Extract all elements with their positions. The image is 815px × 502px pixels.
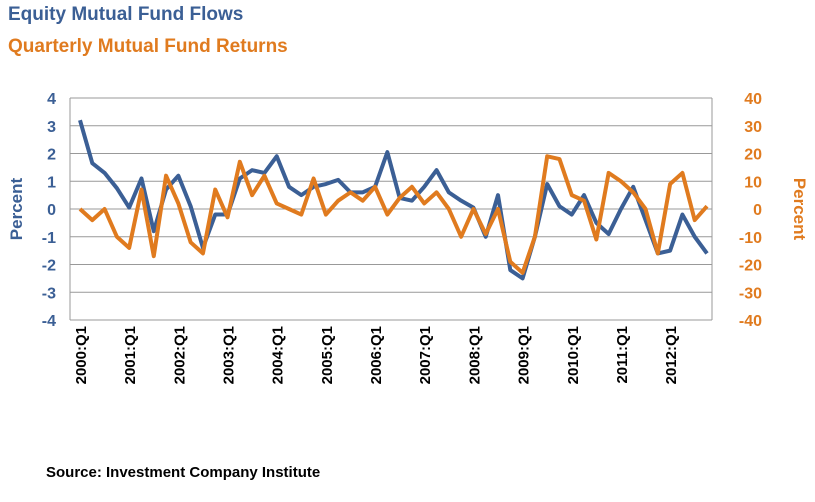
source-note: Source: Investment Company Institute bbox=[46, 464, 320, 481]
y-tick-label: -3 bbox=[42, 285, 56, 302]
chart-subtitle: Quarterly Mutual Fund Returns bbox=[8, 36, 288, 57]
y2-tick-label: -40 bbox=[739, 313, 762, 330]
y2-tick-label: 0 bbox=[753, 202, 762, 219]
x-tick-label: 2011:Q1 bbox=[614, 326, 631, 384]
y-tick-label: -4 bbox=[42, 313, 56, 330]
x-tick-label: 2009:Q1 bbox=[516, 326, 533, 384]
y2-tick-label: 40 bbox=[744, 91, 762, 108]
x-tick-label: 2001:Q1 bbox=[122, 326, 139, 384]
y-tick-label: 4 bbox=[47, 91, 56, 108]
y2-tick-label: 10 bbox=[744, 174, 762, 191]
y-tick-label: -2 bbox=[42, 258, 56, 275]
y-tick-label: 0 bbox=[47, 202, 56, 219]
y-axis-label: Percent bbox=[7, 177, 26, 240]
x-tick-label: 2005:Q1 bbox=[319, 326, 336, 384]
x-tick-label: 2002:Q1 bbox=[171, 326, 188, 384]
y-tick-label: 2 bbox=[47, 147, 56, 164]
y-tick-label: -1 bbox=[42, 230, 56, 247]
x-tick-label: 2007:Q1 bbox=[417, 326, 434, 384]
y-tick-label: 3 bbox=[47, 119, 56, 136]
x-tick-label: 2008:Q1 bbox=[466, 326, 483, 384]
y2-tick-label: -10 bbox=[739, 230, 762, 247]
y2-tick-label: -20 bbox=[739, 258, 762, 275]
x-tick-label: 2000:Q1 bbox=[73, 326, 90, 384]
x-tick-label: 2010:Q1 bbox=[565, 326, 582, 384]
y2-axis-label: Percent bbox=[790, 178, 809, 241]
data-line bbox=[78, 119, 709, 281]
data-line bbox=[78, 154, 709, 275]
chart-title: Equity Mutual Fund Flows bbox=[8, 4, 243, 25]
x-tick-label: 2004:Q1 bbox=[270, 326, 287, 384]
y2-tick-label: -30 bbox=[739, 285, 762, 302]
x-tick-label: 2006:Q1 bbox=[368, 326, 385, 384]
x-tick-label: 2003:Q1 bbox=[221, 326, 238, 384]
x-tick-label: 2012:Q1 bbox=[663, 326, 680, 384]
y2-tick-label: 30 bbox=[744, 119, 762, 136]
y2-tick-label: 20 bbox=[744, 147, 762, 164]
y-tick-label: 1 bbox=[47, 174, 56, 191]
